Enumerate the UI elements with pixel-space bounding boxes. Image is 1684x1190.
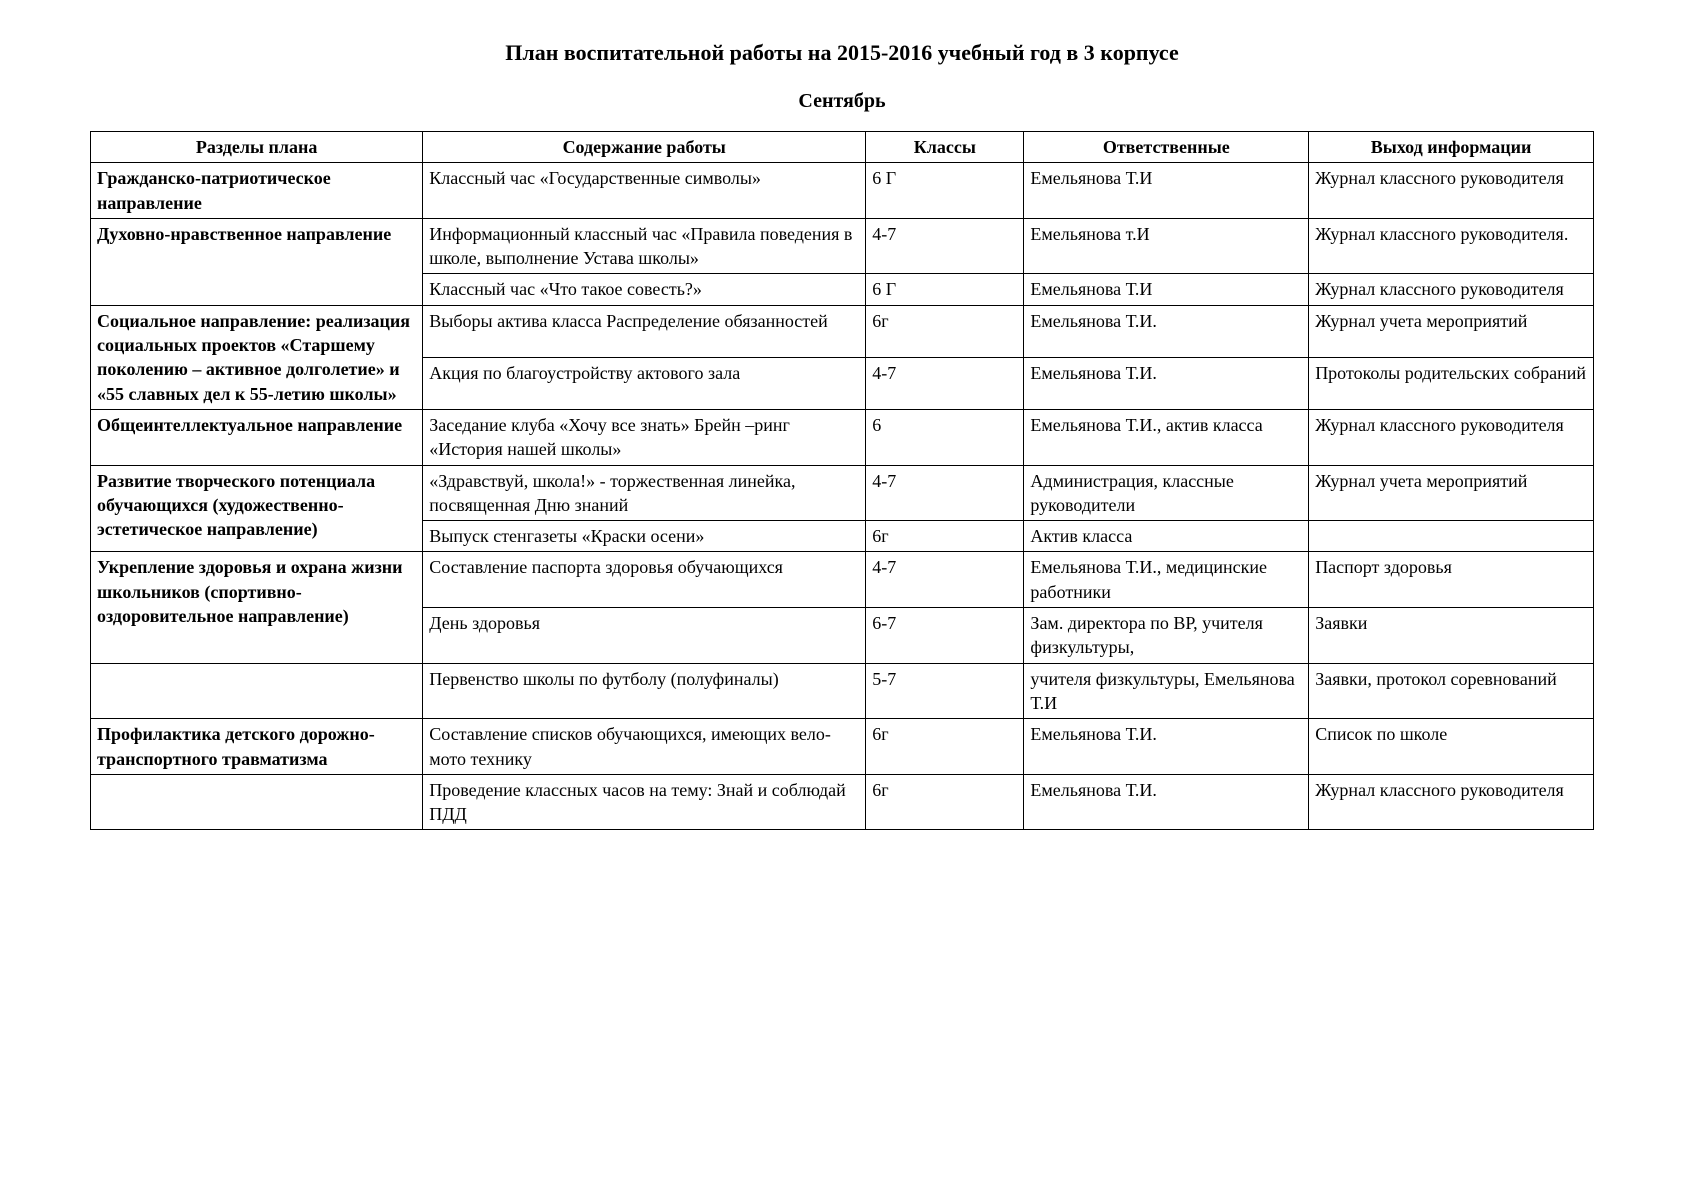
classes-cell: 4-7 <box>866 465 1024 521</box>
responsible-cell: Зам. директора по ВР, учителя физкультур… <box>1024 608 1309 664</box>
responsible-cell: Емельянова Т.И., медицинские работники <box>1024 552 1309 608</box>
classes-cell: 4-7 <box>866 552 1024 608</box>
responsible-cell: Емельянова Т.И <box>1024 274 1309 305</box>
header-responsible: Ответственные <box>1024 132 1309 163</box>
classes-cell: 5-7 <box>866 663 1024 719</box>
content-cell: Выборы актива класса Распределение обяза… <box>423 305 866 357</box>
responsible-cell: Емельянова Т.И. <box>1024 719 1309 775</box>
output-cell: Журнал классного руководителя <box>1309 774 1594 830</box>
output-cell: Журнал классного руководителя <box>1309 274 1594 305</box>
output-cell: Список по школе <box>1309 719 1594 775</box>
content-cell: Выпуск стенгазеты «Краски осени» <box>423 521 866 552</box>
responsible-cell: Емельянова Т.И., актив класса <box>1024 409 1309 465</box>
output-cell: Журнал учета мероприятий <box>1309 465 1594 521</box>
output-cell: Протоколы родительских собраний <box>1309 357 1594 409</box>
content-cell: Информационный классный час «Правила пов… <box>423 218 866 274</box>
content-cell: Проведение классных часов на тему: Знай … <box>423 774 866 830</box>
table-row: Духовно-нравственное направлениеИнформац… <box>91 218 1594 274</box>
section-name-cell: Профилактика детского дорожно-транспортн… <box>91 719 423 775</box>
content-cell: Заседание клуба «Хочу все знать» Брейн –… <box>423 409 866 465</box>
header-section: Разделы плана <box>91 132 423 163</box>
content-cell: Классный час «Что такое совесть?» <box>423 274 866 305</box>
classes-cell: 6-7 <box>866 608 1024 664</box>
classes-cell: 6 Г <box>866 163 1024 219</box>
table-row: Гражданско-патриотическое направлениеКла… <box>91 163 1594 219</box>
section-name-cell: Общеинтеллектуальное направление <box>91 409 423 465</box>
plan-table: Разделы плана Содержание работы Классы О… <box>90 131 1594 830</box>
document-title: План воспитательной работы на 2015-2016 … <box>90 40 1594 66</box>
output-cell: Журнал учета мероприятий <box>1309 305 1594 357</box>
section-name-cell: Гражданско-патриотическое направление <box>91 163 423 219</box>
responsible-cell: Администрация, классные руководители <box>1024 465 1309 521</box>
table-row: Социальное направление: реализация социа… <box>91 305 1594 357</box>
responsible-cell: Емельянова Т.И. <box>1024 357 1309 409</box>
responsible-cell: Актив класса <box>1024 521 1309 552</box>
table-row: Развитие творческого потенциала обучающи… <box>91 465 1594 521</box>
section-name-cell <box>91 774 423 830</box>
section-name-cell: Укрепление здоровья и охрана жизни школь… <box>91 552 423 663</box>
header-content: Содержание работы <box>423 132 866 163</box>
responsible-cell: Емельянова Т.И <box>1024 163 1309 219</box>
classes-cell: 4-7 <box>866 218 1024 274</box>
header-output: Выход информации <box>1309 132 1594 163</box>
classes-cell: 6г <box>866 521 1024 552</box>
content-cell: День здоровья <box>423 608 866 664</box>
table-row: Проведение классных часов на тему: Знай … <box>91 774 1594 830</box>
output-cell <box>1309 521 1594 552</box>
table-row: Профилактика детского дорожно-транспортн… <box>91 719 1594 775</box>
output-cell: Заявки, протокол соревнований <box>1309 663 1594 719</box>
section-name-cell: Развитие творческого потенциала обучающи… <box>91 465 423 552</box>
classes-cell: 6г <box>866 719 1024 775</box>
content-cell: Составление списков обучающихся, имеющих… <box>423 719 866 775</box>
section-name-cell <box>91 663 423 719</box>
responsible-cell: Емельянова Т.И. <box>1024 774 1309 830</box>
responsible-cell: Емельянова Т.И. <box>1024 305 1309 357</box>
month-heading: Сентябрь <box>90 90 1594 113</box>
content-cell: Акция по благоустройству актового зала <box>423 357 866 409</box>
classes-cell: 4-7 <box>866 357 1024 409</box>
output-cell: Журнал классного руководителя <box>1309 163 1594 219</box>
output-cell: Заявки <box>1309 608 1594 664</box>
classes-cell: 6 Г <box>866 274 1024 305</box>
content-cell: Классный час «Государственные символы» <box>423 163 866 219</box>
output-cell: Журнал классного руководителя <box>1309 409 1594 465</box>
content-cell: Первенство школы по футболу (полуфиналы) <box>423 663 866 719</box>
content-cell: «Здравствуй, школа!» - торжественная лин… <box>423 465 866 521</box>
classes-cell: 6г <box>866 305 1024 357</box>
classes-cell: 6 <box>866 409 1024 465</box>
content-cell: Составление паспорта здоровья обучающихс… <box>423 552 866 608</box>
responsible-cell: Емельянова т.И <box>1024 218 1309 274</box>
classes-cell: 6г <box>866 774 1024 830</box>
section-name-cell: Социальное направление: реализация социа… <box>91 305 423 409</box>
header-classes: Классы <box>866 132 1024 163</box>
table-row: Укрепление здоровья и охрана жизни школь… <box>91 552 1594 608</box>
table-row: Общеинтеллектуальное направлениеЗаседани… <box>91 409 1594 465</box>
table-header-row: Разделы плана Содержание работы Классы О… <box>91 132 1594 163</box>
table-row: Первенство школы по футболу (полуфиналы)… <box>91 663 1594 719</box>
output-cell: Паспорт здоровья <box>1309 552 1594 608</box>
output-cell: Журнал классного руководителя. <box>1309 218 1594 274</box>
section-name-cell: Духовно-нравственное направление <box>91 218 423 305</box>
responsible-cell: учителя физкультуры, Емельянова Т.И <box>1024 663 1309 719</box>
